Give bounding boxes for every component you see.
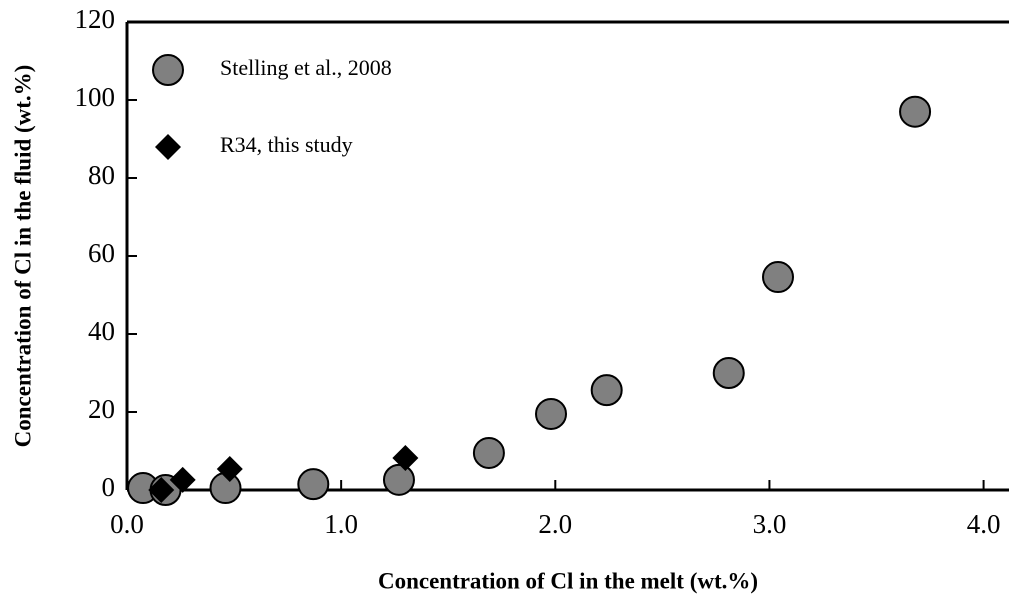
- point: [472, 436, 505, 469]
- y-tick-label: 80: [88, 160, 115, 190]
- x-tick-label: 1.0: [324, 509, 358, 539]
- legend-marker: [152, 54, 184, 86]
- y-tick-label: 120: [75, 4, 116, 34]
- x-axis-title: Concentration of Cl in the melt (wt.%): [378, 568, 758, 593]
- y-tick-label: 20: [88, 394, 115, 424]
- point: [148, 477, 175, 503]
- y-tick-label: 40: [88, 316, 115, 346]
- point: [297, 468, 330, 501]
- y-axis-title: Concentration of Cl in the fluid (wt.%): [10, 65, 35, 448]
- legend-marker: [155, 134, 181, 160]
- point: [712, 357, 745, 389]
- point: [216, 455, 243, 482]
- y-tick-label: 60: [88, 238, 115, 268]
- point: [169, 466, 196, 493]
- legend-label: Stelling et al., 2008: [220, 55, 392, 80]
- x-tick-label: 3.0: [753, 509, 787, 539]
- x-tick-label: 0.0: [110, 509, 144, 539]
- point: [535, 397, 568, 430]
- x-tick-label: 4.0: [967, 509, 1001, 539]
- point: [762, 261, 795, 294]
- legend-label: R34, this study: [220, 132, 353, 157]
- point: [899, 95, 932, 128]
- point: [590, 374, 623, 407]
- y-tick-label: 0: [102, 472, 116, 502]
- x-tick-label: 2.0: [538, 509, 572, 539]
- point: [392, 445, 419, 472]
- point: [382, 463, 415, 496]
- y-tick-label: 100: [75, 82, 116, 112]
